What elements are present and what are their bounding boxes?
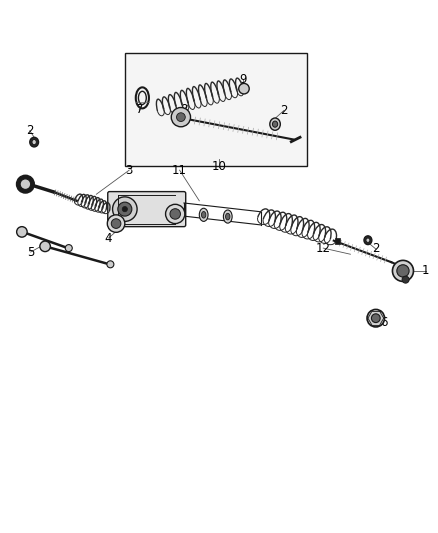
- Bar: [335, 238, 340, 244]
- Circle shape: [107, 215, 125, 232]
- Text: 7: 7: [135, 103, 143, 116]
- Circle shape: [118, 202, 132, 216]
- Ellipse shape: [199, 208, 208, 221]
- Ellipse shape: [366, 238, 370, 243]
- Circle shape: [65, 245, 72, 252]
- Circle shape: [371, 314, 380, 322]
- Circle shape: [40, 241, 50, 252]
- Text: 5: 5: [27, 246, 34, 259]
- Circle shape: [17, 227, 27, 237]
- Text: 10: 10: [212, 160, 226, 173]
- Circle shape: [171, 108, 191, 127]
- Text: 9: 9: [239, 72, 247, 85]
- Circle shape: [166, 204, 185, 223]
- Text: 4: 4: [105, 231, 113, 245]
- Ellipse shape: [201, 212, 206, 218]
- Circle shape: [122, 206, 127, 212]
- Text: 2: 2: [280, 104, 288, 117]
- Text: 12: 12: [316, 241, 331, 255]
- Ellipse shape: [32, 140, 36, 145]
- Ellipse shape: [364, 236, 372, 245]
- Text: 2: 2: [372, 243, 380, 255]
- Ellipse shape: [30, 138, 39, 147]
- Bar: [125, 53, 307, 166]
- Circle shape: [392, 260, 413, 281]
- Circle shape: [367, 310, 385, 327]
- FancyBboxPatch shape: [108, 191, 186, 227]
- Circle shape: [170, 209, 180, 219]
- Circle shape: [20, 179, 31, 189]
- Circle shape: [402, 276, 409, 283]
- Text: 6: 6: [380, 316, 388, 329]
- Ellipse shape: [223, 210, 232, 223]
- Circle shape: [17, 175, 34, 193]
- Circle shape: [111, 219, 121, 229]
- Ellipse shape: [272, 121, 278, 127]
- Text: 1: 1: [422, 264, 430, 277]
- Circle shape: [177, 113, 185, 122]
- Circle shape: [113, 197, 137, 221]
- Ellipse shape: [226, 213, 230, 220]
- Circle shape: [397, 265, 409, 277]
- Text: 8: 8: [180, 103, 187, 116]
- Circle shape: [239, 84, 249, 94]
- Ellipse shape: [270, 118, 280, 130]
- Text: 11: 11: [172, 164, 187, 176]
- Circle shape: [107, 261, 114, 268]
- Text: 3: 3: [126, 164, 133, 176]
- Text: 2: 2: [26, 124, 34, 137]
